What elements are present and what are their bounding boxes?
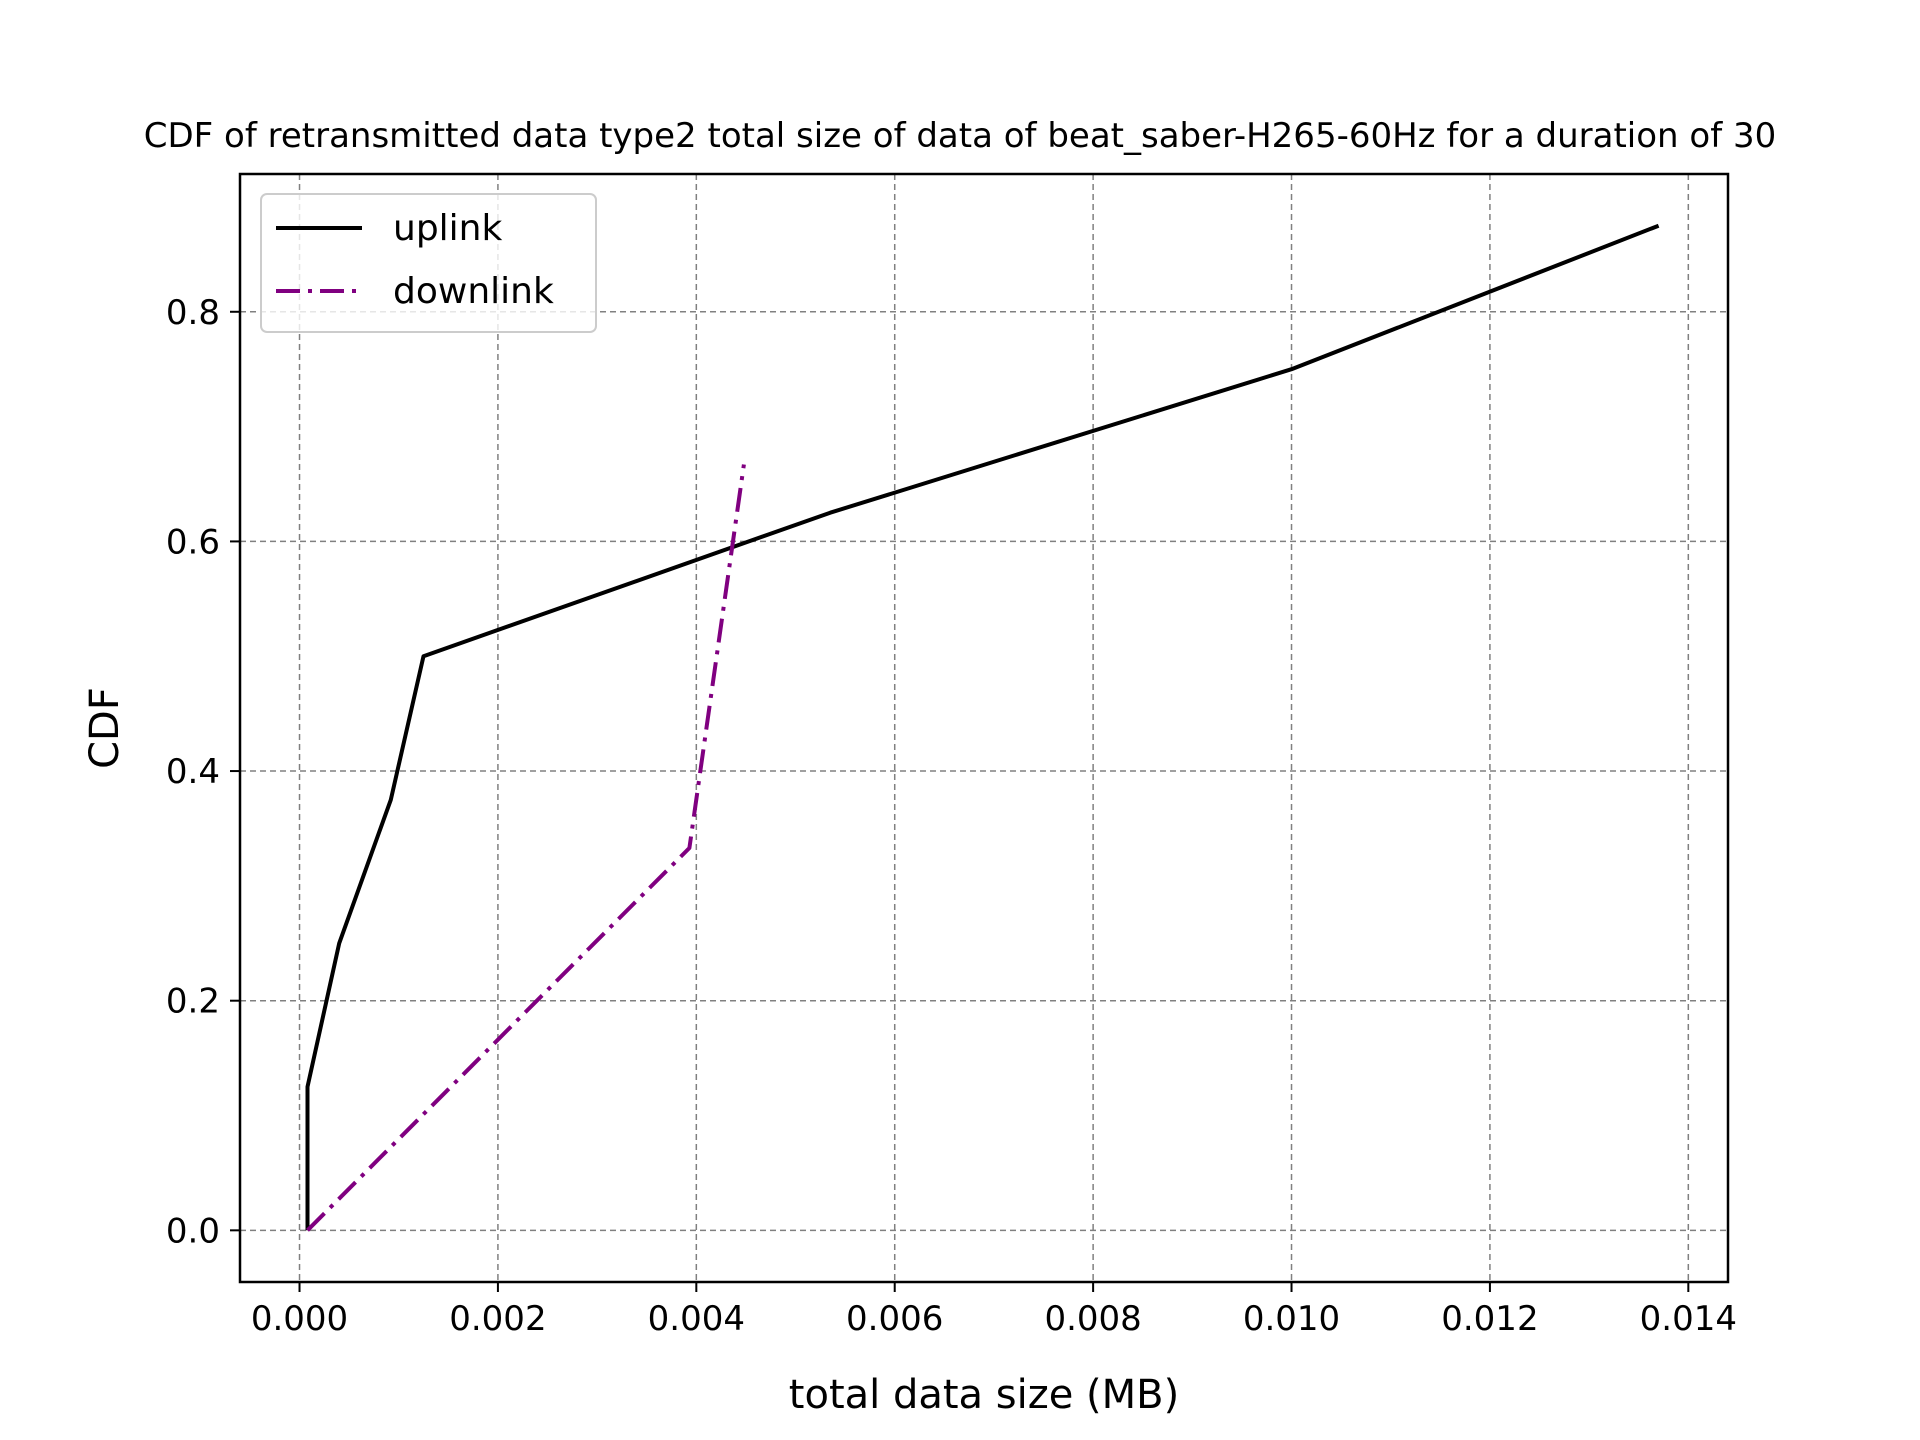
x-tick-label: 0.004	[648, 1299, 745, 1339]
series-layer	[305, 223, 1660, 1232]
y-axis-title: CDF	[82, 687, 128, 769]
legend-label-downlink: downlink	[393, 271, 554, 312]
x-tick-label: 0.000	[251, 1299, 348, 1339]
x-axis-title: total data size (MB)	[789, 1372, 1179, 1418]
x-tick-label: 0.012	[1441, 1299, 1538, 1339]
y-tick-label: 0.0	[166, 1211, 220, 1251]
legend-label-uplink: uplink	[393, 208, 502, 249]
x-tick-label: 0.002	[449, 1299, 546, 1339]
y-tick-label: 0.8	[166, 293, 220, 333]
y-tick-label: 0.2	[166, 982, 220, 1022]
series-line-downlink	[306, 464, 746, 1232]
x-tick-label: 0.010	[1243, 1299, 1340, 1339]
chart-title: CDF of retransmitted data type2 total si…	[144, 116, 1777, 156]
x-tick-label: 0.006	[846, 1299, 943, 1339]
grid-layer	[240, 174, 1728, 1282]
y-tick-label: 0.6	[166, 522, 220, 562]
x-tick-label: 0.008	[1044, 1299, 1141, 1339]
tick-layer: 0.000 0.002 0.004 0.006 0.008 0.010 0.012 0.014…	[166, 293, 1737, 1339]
x-tick-label: 0.014	[1640, 1299, 1737, 1339]
plot-frame	[238, 172, 1730, 1284]
legend: uplink downlink	[260, 193, 597, 333]
y-tick-label: 0.4	[166, 752, 220, 792]
series-line-uplink	[305, 223, 1660, 1231]
